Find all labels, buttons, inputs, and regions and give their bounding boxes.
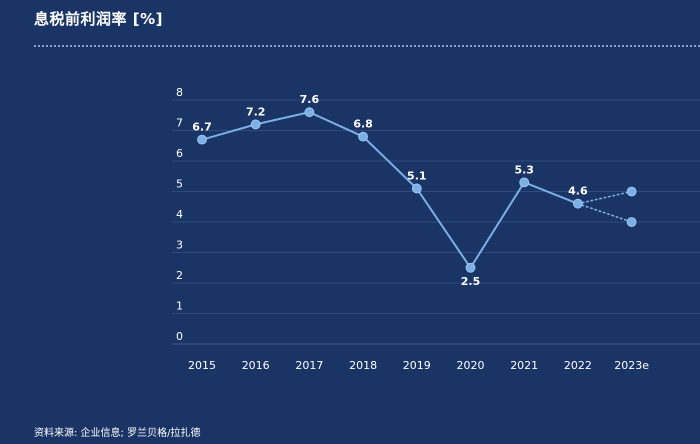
data-point <box>519 177 530 188</box>
x-tick-label: 2019 <box>403 359 431 372</box>
data-point <box>573 198 583 209</box>
title-divider <box>34 45 700 47</box>
data-point <box>197 134 207 145</box>
series-line-forecast-high <box>577 190 633 205</box>
data-label: 7.2 <box>246 105 266 118</box>
x-tick-label: 2020 <box>457 359 485 372</box>
series-line-actual <box>201 111 579 270</box>
x-tick-label: 2015 <box>188 359 216 372</box>
data-label: 2.5 <box>461 275 481 288</box>
data-point <box>358 131 369 142</box>
x-tick-label: 2017 <box>295 359 323 372</box>
chart-title: 息税前利润率 [%] <box>34 10 163 28</box>
data-label: 6.7 <box>192 121 212 134</box>
source-note: 资料来源: 企业信息; 罗兰贝格/拉扎德 <box>34 428 201 439</box>
x-tick-label: 2021 <box>510 359 538 372</box>
y-tick-label: 6 <box>176 147 183 160</box>
y-tick-label: 7 <box>176 117 183 130</box>
data-point <box>626 186 637 197</box>
data-point <box>250 119 261 130</box>
x-tick-label: 2016 <box>242 359 270 372</box>
data-label: 6.8 <box>353 118 373 131</box>
data-point <box>411 183 422 194</box>
data-label: 7.6 <box>300 93 320 106</box>
data-label: 5.3 <box>514 163 534 176</box>
series-line-forecast-low <box>577 202 633 223</box>
data-label: 4.6 <box>568 185 588 198</box>
y-tick-label: 3 <box>176 239 183 252</box>
data-point <box>626 217 637 227</box>
y-tick-label: 8 <box>176 86 183 99</box>
y-tick-label: 4 <box>176 208 183 221</box>
data-label: 5.1 <box>407 169 427 182</box>
y-tick-label: 1 <box>176 300 183 313</box>
y-tick-label: 5 <box>176 178 183 191</box>
data-point <box>304 107 315 118</box>
y-tick-label: 0 <box>176 330 183 343</box>
x-tick-label: 2018 <box>349 359 377 372</box>
x-tick-label: 2023e <box>614 359 649 372</box>
data-point <box>465 262 476 273</box>
x-tick-label: 2022 <box>564 359 592 372</box>
y-tick-label: 2 <box>176 269 183 282</box>
